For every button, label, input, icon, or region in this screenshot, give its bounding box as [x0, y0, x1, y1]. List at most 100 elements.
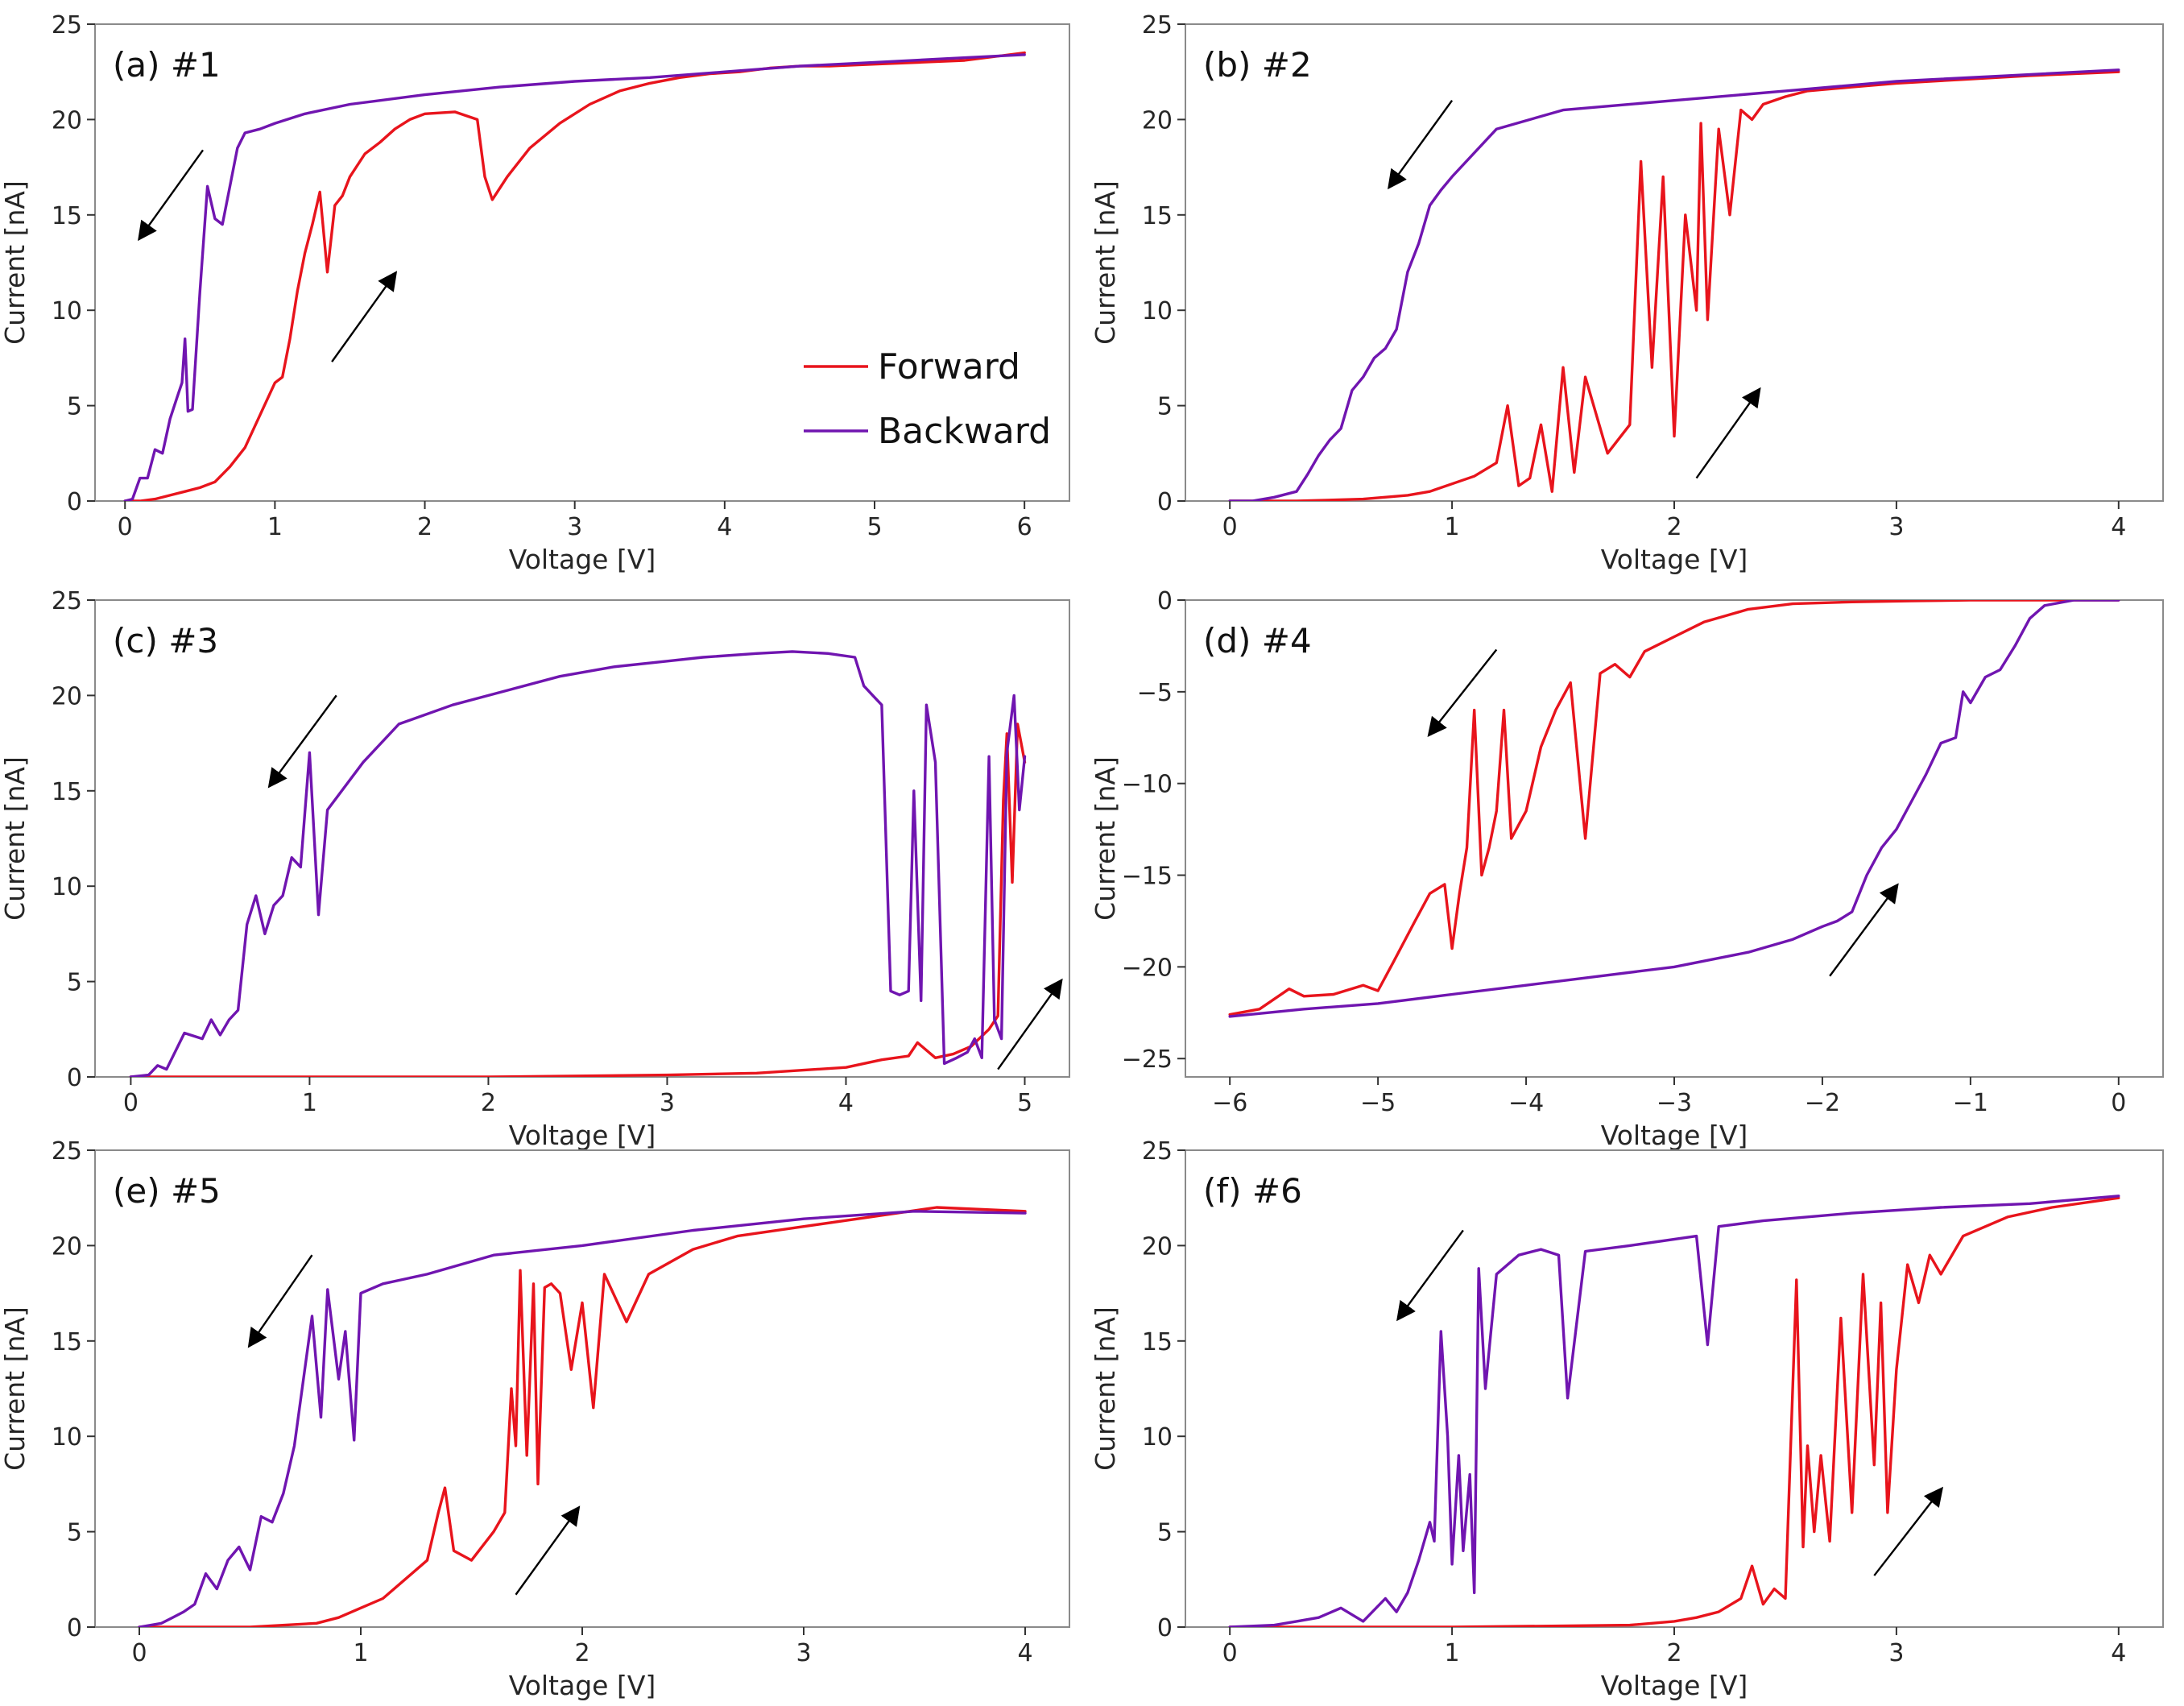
- x-tick-label: 2: [1666, 1639, 1681, 1667]
- series-line-backward: [123, 53, 1026, 501]
- sweep-arrow-forward: [1829, 883, 1899, 977]
- x-tick-label: 0: [131, 1639, 147, 1667]
- x-axis-label: Voltage [V]: [1601, 1120, 1748, 1151]
- y-tick-label: 15: [1142, 1328, 1173, 1356]
- y-tick-label: 15: [1142, 202, 1173, 230]
- x-tick-label: 3: [567, 513, 582, 541]
- series-line-forward: [1228, 1196, 2120, 1627]
- y-tick-label: 20: [1142, 1232, 1173, 1261]
- x-tick-label: 0: [1222, 513, 1238, 541]
- y-tick-label: 15: [52, 202, 82, 230]
- y-tick-label: −10: [1122, 771, 1173, 799]
- sweep-arrow-backward: [138, 149, 205, 242]
- series-line-backward: [129, 650, 1027, 1077]
- x-tick-label: 3: [660, 1089, 675, 1117]
- x-tick-label: 0: [1222, 1639, 1238, 1667]
- y-tick-label: 25: [52, 11, 82, 39]
- y-axis-label: Current [nA]: [0, 756, 31, 921]
- y-tick-label: 20: [1142, 106, 1173, 135]
- x-tick-label: 1: [302, 1089, 317, 1117]
- x-tick-label: 2: [417, 513, 432, 541]
- x-tick-label: 0: [2111, 1089, 2126, 1117]
- y-tick-label: 0: [67, 488, 82, 516]
- y-tick-label: 20: [52, 106, 82, 135]
- sweep-arrow-forward: [515, 1505, 581, 1596]
- x-tick-label: 2: [481, 1089, 496, 1117]
- sweep-arrow-backward: [1396, 1229, 1464, 1322]
- y-tick-label: 25: [52, 587, 82, 615]
- sweep-arrow-forward: [1873, 1486, 1944, 1576]
- y-tick-label: 5: [67, 969, 82, 997]
- x-axis-label: Voltage [V]: [509, 544, 656, 575]
- y-tick-label: 25: [1142, 11, 1173, 39]
- y-tick-label: 25: [52, 1137, 82, 1166]
- y-tick-label: 10: [1142, 297, 1173, 325]
- y-tick-label: 5: [67, 393, 82, 421]
- legend: Forward Backward: [804, 346, 1051, 452]
- x-tick-label: 6: [1017, 513, 1032, 541]
- y-tick-label: −20: [1122, 954, 1173, 982]
- panel-2: 0 1 2 3 4 0 5 10 15 20 25 Voltage [V] Current [nA] (b…: [1090, 11, 2164, 575]
- panel-title: (d) #4: [1203, 621, 1312, 660]
- y-tick-label: 0: [67, 1614, 82, 1642]
- y-tick-label: 20: [52, 682, 82, 710]
- y-tick-label: 0: [1157, 587, 1173, 615]
- plot-frame: [94, 1149, 1070, 1628]
- x-tick-label: 5: [1017, 1089, 1032, 1117]
- plot-frame: [94, 23, 1070, 502]
- y-tick-label: 10: [1142, 1423, 1173, 1451]
- sweep-arrow-backward: [1388, 100, 1454, 190]
- sweep-arrow-forward: [997, 978, 1063, 1070]
- x-tick-label: 1: [1445, 1639, 1460, 1667]
- x-tick-label: 1: [1445, 513, 1460, 541]
- panel-6: 0 1 2 3 4 0 5 10 15 20 25 Voltage [V] Current [nA] (f…: [1090, 1137, 2164, 1701]
- x-tick-label: −3: [1657, 1089, 1692, 1117]
- x-tick-label: −4: [1508, 1089, 1544, 1117]
- series-line-backward: [1228, 600, 2120, 1018]
- y-axis-label: Current [nA]: [1090, 180, 1121, 345]
- sweep-arrow-backward: [267, 694, 337, 789]
- y-tick-label: −25: [1122, 1046, 1173, 1074]
- x-axis-label: Voltage [V]: [509, 1670, 656, 1701]
- y-tick-label: 10: [52, 873, 82, 901]
- y-tick-label: 0: [1157, 1614, 1173, 1642]
- series-line-backward: [1228, 68, 2120, 501]
- x-tick-label: −5: [1360, 1089, 1396, 1117]
- x-tick-label: 2: [574, 1639, 589, 1667]
- legend-label-backward: Backward: [878, 411, 1051, 452]
- panel-3: 0 1 2 3 4 5 0 5 10 15 20 25 Voltage [V] Current [nA] (…: [0, 587, 1070, 1151]
- x-tick-label: 3: [796, 1639, 811, 1667]
- x-axis-label: Voltage [V]: [1601, 544, 1748, 575]
- y-tick-label: 10: [52, 297, 82, 325]
- x-tick-label: 3: [1888, 513, 1904, 541]
- panel-title: (c) #3: [113, 621, 218, 660]
- x-tick-label: 0: [123, 1089, 139, 1117]
- y-axis-label: Current [nA]: [1090, 1306, 1121, 1471]
- y-tick-label: 25: [1142, 1137, 1173, 1166]
- x-tick-label: 1: [353, 1639, 368, 1667]
- panel-title: (f) #6: [1203, 1171, 1302, 1211]
- y-tick-label: 0: [67, 1064, 82, 1092]
- plot-frame: [1185, 599, 2164, 1078]
- x-tick-label: 4: [2111, 1639, 2126, 1667]
- x-tick-label: 4: [717, 513, 732, 541]
- series-line-forward: [1228, 70, 2120, 501]
- panel-title: (b) #2: [1203, 45, 1312, 85]
- sweep-arrow-backward: [247, 1254, 313, 1348]
- x-tick-label: −1: [1953, 1089, 1988, 1117]
- y-tick-label: 0: [1157, 488, 1173, 516]
- x-tick-label: 2: [1666, 513, 1681, 541]
- y-tick-label: −15: [1122, 863, 1173, 891]
- sweep-arrow-forward: [331, 271, 398, 362]
- sweep-arrow-backward: [1427, 648, 1498, 737]
- y-tick-label: 15: [52, 778, 82, 806]
- y-tick-label: 5: [1157, 1519, 1173, 1547]
- panel-1: 0 1 2 3 4 5 6 0 5 10 15 20 25 Voltage [V] Current [nA]…: [0, 11, 1070, 575]
- y-tick-label: 5: [1157, 393, 1173, 421]
- x-axis-label: Voltage [V]: [1601, 1670, 1748, 1701]
- sweep-arrow-forward: [1695, 387, 1761, 479]
- series-line-forward: [129, 723, 1027, 1077]
- series-line-backward: [1228, 1195, 2120, 1627]
- x-tick-label: 4: [1017, 1639, 1032, 1667]
